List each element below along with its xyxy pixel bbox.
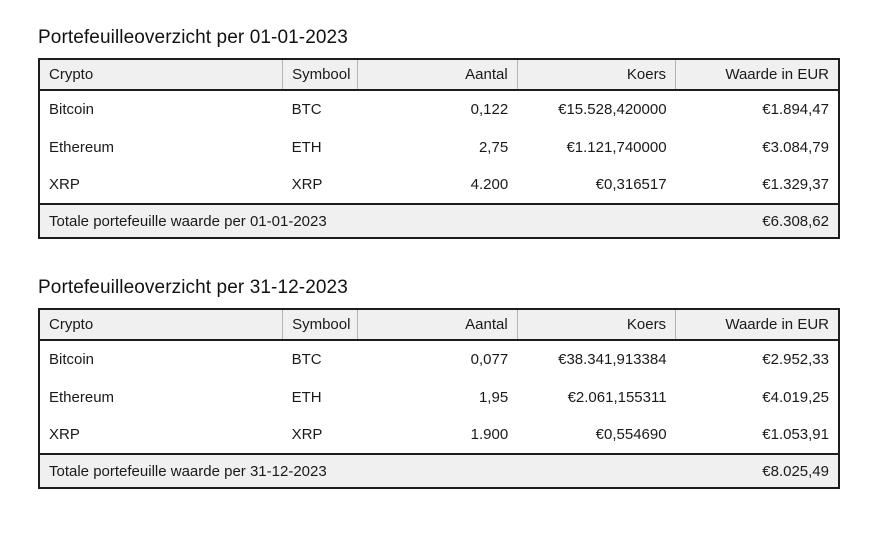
table-header: Crypto Symbool Aantal Koers Waarde in EU… xyxy=(39,59,839,91)
column-header-waarde: Waarde in EUR xyxy=(675,309,839,341)
cell-crypto: Ethereum xyxy=(39,128,283,166)
column-header-koers: Koers xyxy=(516,59,676,91)
cell-symbool: ETH xyxy=(282,128,358,166)
cell-aantal: 1,95 xyxy=(357,378,518,416)
section-title: Portefeuilleoverzicht per 31-12-2023 xyxy=(38,277,348,298)
total-label: Totale portefeuille waarde per 01-01-202… xyxy=(39,203,676,238)
column-header-koers: Koers xyxy=(516,309,676,341)
cell-waarde: €4.019,25 xyxy=(675,378,839,416)
table-row: Ethereum ETH 2,75 €1.121,740000 €3.084,7… xyxy=(39,128,839,166)
cell-koers: €0,316517 xyxy=(517,166,676,204)
cell-waarde: €2.952,33 xyxy=(675,340,839,378)
table-row: Bitcoin BTC 0,122 €15.528,420000 €1.894,… xyxy=(39,90,839,128)
cell-symbool: ETH xyxy=(282,378,358,416)
cell-koers: €1.121,740000 xyxy=(517,128,676,166)
table-footer: Totale portefeuille waarde per 01-01-202… xyxy=(39,203,839,238)
cell-crypto: Ethereum xyxy=(39,378,283,416)
column-header-symbool: Symbool xyxy=(282,59,358,91)
cell-symbool: XRP xyxy=(282,416,358,454)
cell-koers: €15.528,420000 xyxy=(517,90,676,128)
table-footer: Totale portefeuille waarde per 31-12-202… xyxy=(39,453,839,488)
cell-symbool: BTC xyxy=(282,340,358,378)
table-header-row: Crypto Symbool Aantal Koers Waarde in EU… xyxy=(39,309,839,341)
cell-waarde: €3.084,79 xyxy=(675,128,839,166)
cell-crypto: XRP xyxy=(39,416,283,454)
portfolio-table-end: Crypto Symbool Aantal Koers Waarde in EU… xyxy=(38,308,840,489)
cell-crypto: Bitcoin xyxy=(39,90,283,128)
cell-crypto: Bitcoin xyxy=(39,340,283,378)
column-header-aantal: Aantal xyxy=(357,59,518,91)
table-row: XRP XRP 4.200 €0,316517 €1.329,37 xyxy=(39,166,839,204)
column-header-symbool: Symbool xyxy=(282,309,358,341)
cell-aantal: 0,122 xyxy=(357,90,518,128)
cell-koers: €0,554690 xyxy=(517,416,676,454)
cell-aantal: 1.900 xyxy=(357,416,518,454)
cell-koers: €38.341,913384 xyxy=(517,340,676,378)
cell-aantal: 0,077 xyxy=(357,340,518,378)
total-value: €8.025,49 xyxy=(675,453,839,488)
total-label: Totale portefeuille waarde per 31-12-202… xyxy=(39,453,676,488)
cell-waarde: €1.053,91 xyxy=(675,416,839,454)
cell-koers: €2.061,155311 xyxy=(517,378,676,416)
total-row: Totale portefeuille waarde per 01-01-202… xyxy=(39,203,839,238)
cell-aantal: 4.200 xyxy=(357,166,518,204)
column-header-crypto: Crypto xyxy=(39,309,283,341)
column-header-aantal: Aantal xyxy=(357,309,518,341)
cell-waarde: €1.329,37 xyxy=(675,166,839,204)
cell-symbool: BTC xyxy=(282,90,358,128)
portfolio-table-start: Crypto Symbool Aantal Koers Waarde in EU… xyxy=(38,58,840,239)
cell-symbool: XRP xyxy=(282,166,358,204)
portfolio-section-start: Portefeuilleoverzicht per 01-01-2023 Cry… xyxy=(38,27,840,239)
table-header: Crypto Symbool Aantal Koers Waarde in EU… xyxy=(39,309,839,341)
cell-aantal: 2,75 xyxy=(357,128,518,166)
table-row: Ethereum ETH 1,95 €2.061,155311 €4.019,2… xyxy=(39,378,839,416)
table-row: XRP XRP 1.900 €0,554690 €1.053,91 xyxy=(39,416,839,454)
column-header-waarde: Waarde in EUR xyxy=(675,59,839,91)
table-row: Bitcoin BTC 0,077 €38.341,913384 €2.952,… xyxy=(39,340,839,378)
cell-crypto: XRP xyxy=(39,166,283,204)
column-header-crypto: Crypto xyxy=(39,59,283,91)
portfolio-section-end: Portefeuilleoverzicht per 31-12-2023 Cry… xyxy=(38,277,840,489)
total-row: Totale portefeuille waarde per 31-12-202… xyxy=(39,453,839,488)
table-header-row: Crypto Symbool Aantal Koers Waarde in EU… xyxy=(39,59,839,91)
section-title: Portefeuilleoverzicht per 01-01-2023 xyxy=(38,27,348,48)
cell-waarde: €1.894,47 xyxy=(675,90,839,128)
total-value: €6.308,62 xyxy=(675,203,839,238)
